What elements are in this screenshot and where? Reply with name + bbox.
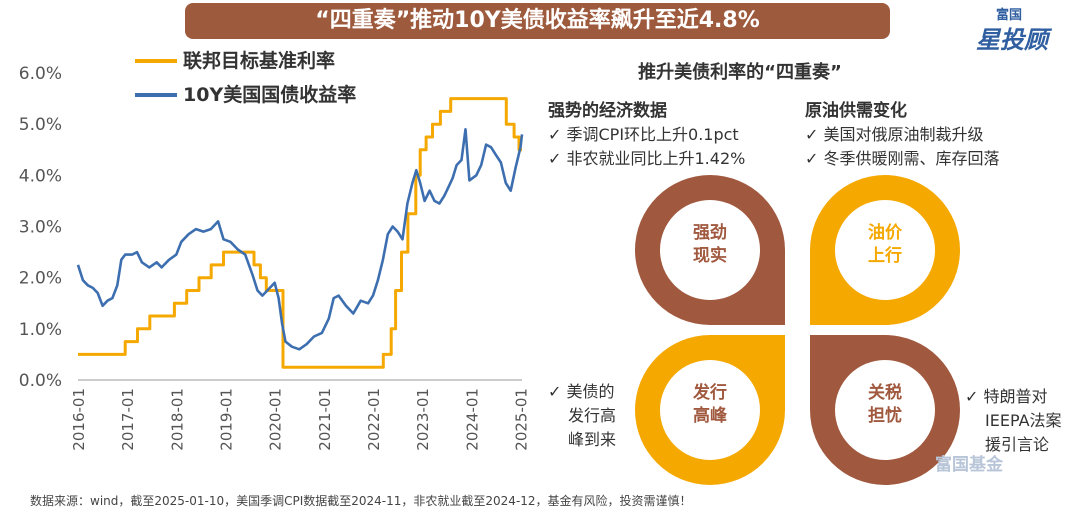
tariff-note-line: ✓ 特朗普对 — [965, 387, 1048, 406]
quadrant-strong-reality: 强劲现实 — [635, 175, 785, 325]
oil-supply-heading: 原油供需变化 — [805, 101, 907, 121]
watermark: 富国基金 — [935, 455, 1003, 475]
y-tick-label: 5.0% — [19, 115, 62, 135]
legend-swatch-10y — [135, 93, 177, 97]
source-note: 数据来源：wind，截至2025-01-10，美国季调CPI数据截至2024-1… — [30, 494, 692, 508]
economic-data-item: ✓ 季调CPI环比上升0.1pct — [548, 125, 739, 144]
tariff-note-line: IEEPA法案 — [985, 411, 1062, 430]
x-tick-label: 2022-01 — [365, 388, 383, 451]
oil-supply-item: ✓ 美国对俄原油制裁升级 — [805, 125, 984, 144]
y-tick-label: 2.0% — [19, 269, 62, 289]
economic-data-item: ✓ 非农就业同比上升1.42% — [548, 149, 746, 168]
x-tick-label: 2017-01 — [119, 388, 137, 451]
quadrant-issuance-peak: 发行高峰 — [635, 335, 785, 485]
x-tick-label: 2019-01 — [218, 388, 236, 451]
x-tick-label: 2024-01 — [463, 388, 481, 451]
quadrant-label-oil-price: 油价上行 — [868, 222, 903, 266]
y-tick-label: 6.0% — [19, 64, 62, 84]
economic-data-block: 强势的经济数据 ✓ 季调CPI环比上升0.1pct ✓ 非农就业同比上升1.42… — [548, 96, 745, 171]
y-tick-label: 3.0% — [19, 218, 62, 238]
issuance-note-line: 峰到来 — [568, 430, 617, 449]
oil-supply-item: ✓ 冬季供暖刚需、库存回落 — [805, 149, 1000, 168]
y-tick-label: 1.0% — [19, 320, 62, 340]
quadrant-oil-price: 油价上行 — [810, 175, 960, 325]
issuance-note-line: 发行高 — [568, 406, 617, 425]
quadrant-label-tariff-worry: 关税担忧 — [868, 382, 902, 426]
x-tick-label: 2023-01 — [414, 388, 432, 451]
logo-big-text: 星投顾 — [976, 26, 1048, 54]
x-tick-label: 2020-01 — [267, 388, 285, 451]
page-title: “四重奏”推动10Y美债收益率飙升至近4.8% — [185, 3, 890, 39]
logo: 富国 星投顾 — [958, 4, 1076, 54]
legend-label-fed: 联邦目标基准利率 — [183, 50, 336, 72]
x-tick-label: 2021-01 — [316, 388, 334, 451]
line-chart: 0.0% 1.0% 2.0% 3.0% 4.0% 5.0% 6.0% 2016-01 2017-… — [19, 64, 531, 451]
x-tick-label: 2018-01 — [168, 388, 186, 451]
quadrant-label-issuance-peak: 发行高峰 — [692, 382, 728, 426]
issuance-note-line: ✓ 美债的 — [548, 382, 615, 401]
quadrant-label-strong-reality: 强劲现实 — [693, 223, 727, 266]
right-panel-title: 推升美债利率的“四重奏” — [638, 62, 842, 83]
tariff-note-line: 援引言论 — [985, 435, 1050, 454]
quadrant-tariff-worry: 关税担忧 — [810, 335, 960, 485]
x-tick-label: 2016-01 — [70, 388, 88, 451]
series-line-fed-rate — [78, 97, 522, 369]
x-tick-label: 2025-01 — [513, 388, 531, 451]
economic-data-heading: 强势的经济数据 — [548, 101, 667, 121]
tariff-note: ✓ 特朗普对 IEEPA法案 援引言论 — [965, 385, 1062, 457]
oil-supply-block: 原油供需变化 ✓ 美国对俄原油制裁升级 ✓ 冬季供暖刚需、库存回落 — [805, 96, 1000, 171]
y-tick-label: 0.0% — [19, 371, 62, 391]
y-tick-label: 4.0% — [19, 166, 62, 186]
series-line-10y-yield — [76, 128, 524, 351]
issuance-note: ✓ 美债的 发行高 峰到来 — [548, 380, 616, 452]
legend-label-10y: 10Y美国国债收益率 — [183, 84, 357, 106]
logo-small-text: 富国 — [996, 8, 1023, 23]
legend-swatch-fed — [135, 59, 177, 63]
